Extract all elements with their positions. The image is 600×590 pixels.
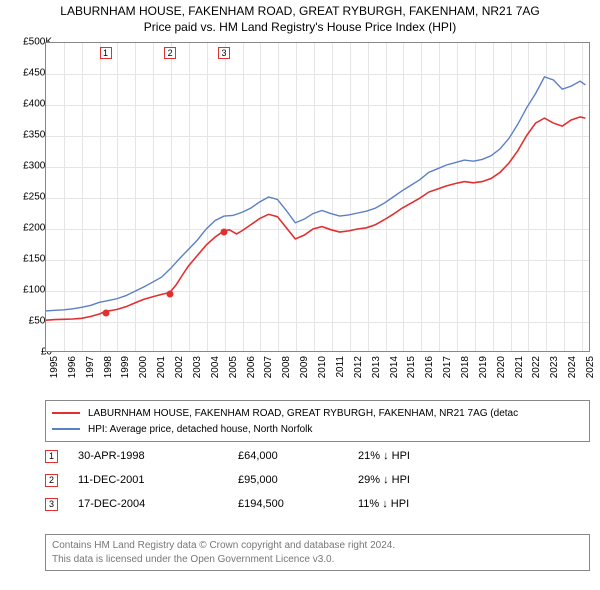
sales-row: 1 30-APR-1998 £64,000 21% ↓ HPI — [45, 444, 590, 468]
x-axis-label: 2016 — [424, 356, 435, 386]
x-axis-label: 2000 — [138, 356, 149, 386]
x-axis-label: 2019 — [478, 356, 489, 386]
x-axis-label: 2010 — [317, 356, 328, 386]
series-property-line — [46, 117, 585, 320]
legend-swatch — [52, 412, 80, 414]
x-axis-label: 2004 — [210, 356, 221, 386]
sale-marker-dot — [102, 310, 109, 317]
attribution-footer: Contains HM Land Registry data © Crown c… — [45, 534, 590, 571]
sale-marker-box: 1 — [100, 47, 112, 59]
sale-marker-box: 3 — [218, 47, 230, 59]
title-address: LABURNHAM HOUSE, FAKENHAM ROAD, GREAT RY… — [8, 4, 592, 18]
sale-marker-icon: 2 — [45, 474, 58, 487]
legend-label: HPI: Average price, detached house, Nort… — [88, 424, 312, 435]
x-axis-label: 2011 — [335, 356, 346, 386]
x-axis-label: 1998 — [103, 356, 114, 386]
sale-price: £95,000 — [238, 474, 358, 486]
sale-marker-box: 2 — [164, 47, 176, 59]
sale-date: 11-DEC-2001 — [78, 474, 238, 486]
x-axis-label: 2022 — [531, 356, 542, 386]
x-axis-label: 2007 — [263, 356, 274, 386]
sale-marker-icon: 1 — [45, 450, 58, 463]
sale-hpi-diff: 29% ↓ HPI — [358, 474, 478, 486]
title-block: LABURNHAM HOUSE, FAKENHAM ROAD, GREAT RY… — [0, 0, 600, 36]
x-axis-label: 2012 — [353, 356, 364, 386]
x-axis-label: 1999 — [120, 356, 131, 386]
sale-date: 30-APR-1998 — [78, 450, 238, 462]
sale-marker-dot — [220, 229, 227, 236]
sales-row: 2 11-DEC-2001 £95,000 29% ↓ HPI — [45, 468, 590, 492]
x-axis-label: 2003 — [192, 356, 203, 386]
x-axis-label: 2015 — [406, 356, 417, 386]
sale-price: £64,000 — [238, 450, 358, 462]
sale-price: £194,500 — [238, 498, 358, 510]
x-axis-label: 1995 — [49, 356, 60, 386]
footer-line: This data is licensed under the Open Gov… — [52, 553, 583, 567]
x-axis-label: 2008 — [281, 356, 292, 386]
legend-label: LABURNHAM HOUSE, FAKENHAM ROAD, GREAT RY… — [88, 408, 518, 419]
legend-item-hpi: HPI: Average price, detached house, Nort… — [52, 421, 583, 437]
sale-marker-dot — [167, 291, 174, 298]
x-axis-label: 2018 — [460, 356, 471, 386]
x-axis-label: 2021 — [514, 356, 525, 386]
chart-plot-area: 1 2 3 — [45, 42, 590, 352]
x-axis-label: 2006 — [246, 356, 257, 386]
x-axis-label: 2023 — [549, 356, 560, 386]
x-axis-label: 2024 — [567, 356, 578, 386]
title-subtitle: Price paid vs. HM Land Registry's House … — [8, 20, 592, 34]
legend-item-property: LABURNHAM HOUSE, FAKENHAM ROAD, GREAT RY… — [52, 405, 583, 421]
x-axis-label: 1996 — [67, 356, 78, 386]
sale-marker-icon: 3 — [45, 498, 58, 511]
x-axis-label: 2005 — [228, 356, 239, 386]
x-axis-label: 2009 — [299, 356, 310, 386]
x-axis-label: 2014 — [389, 356, 400, 386]
legend-swatch — [52, 428, 80, 430]
x-axis-label: 2017 — [442, 356, 453, 386]
x-axis-label: 2002 — [174, 356, 185, 386]
x-axis-label: 2001 — [156, 356, 167, 386]
legend: LABURNHAM HOUSE, FAKENHAM ROAD, GREAT RY… — [45, 400, 590, 442]
x-axis-label: 2025 — [585, 356, 596, 386]
footer-line: Contains HM Land Registry data © Crown c… — [52, 539, 583, 553]
sales-table: 1 30-APR-1998 £64,000 21% ↓ HPI 2 11-DEC… — [45, 444, 590, 516]
sales-row: 3 17-DEC-2004 £194,500 11% ↓ HPI — [45, 492, 590, 516]
chart-lines — [46, 43, 589, 351]
x-axis-label: 2020 — [496, 356, 507, 386]
sale-date: 17-DEC-2004 — [78, 498, 238, 510]
x-axis-label: 1997 — [85, 356, 96, 386]
sale-hpi-diff: 11% ↓ HPI — [358, 498, 478, 510]
chart-container: LABURNHAM HOUSE, FAKENHAM ROAD, GREAT RY… — [0, 0, 600, 590]
x-axis-label: 2013 — [371, 356, 382, 386]
series-hpi-line — [46, 77, 585, 311]
sale-hpi-diff: 21% ↓ HPI — [358, 450, 478, 462]
